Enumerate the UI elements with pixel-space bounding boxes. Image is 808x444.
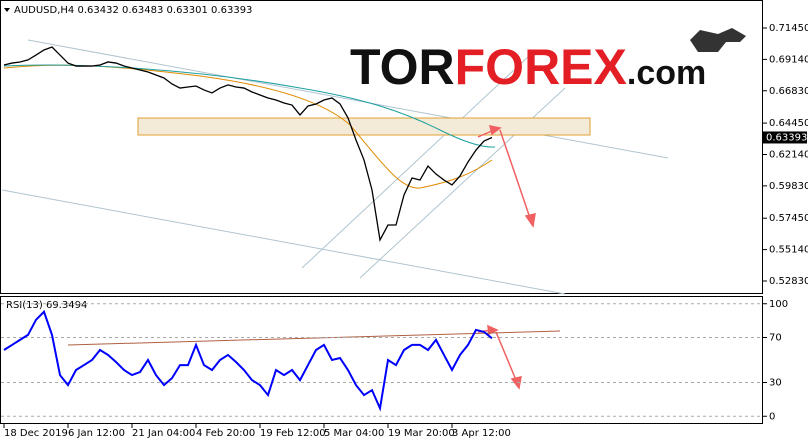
y-tick-label: 0.52830 [769,276,808,287]
x-tick-label: 19 Feb 12:00 [260,428,326,439]
y-tick-label: 0.71450 [769,23,808,34]
y-tick-label: 0 [769,411,775,422]
x-tick-label: 3 Apr 12:00 [452,428,511,439]
channel-line [1,189,566,295]
watermark: TORFOREX.com [350,39,706,95]
x-tick-label: 5 Mar 04:00 [324,428,384,439]
arrow-head [487,324,499,336]
y-tick-label: 70 [769,333,782,344]
x-tick-label: 18 Dec 2019 [4,428,68,439]
x-tick-label: 6 Jan 12:00 [68,428,125,439]
channel-line [27,39,669,159]
title-marker [4,8,10,12]
arrow [499,129,531,219]
y-tick-label: 0.64450 [769,118,808,129]
rsi-frame [0,296,763,424]
y-tick-label: 30 [769,378,782,389]
x-tick-label: 4 Feb 20:00 [196,428,255,439]
y-tick-label: 0.66830 [769,86,808,97]
resistance-zone [137,117,591,136]
arrow-head [488,125,502,136]
x-tick-label: 19 Mar 20:00 [388,428,455,439]
y-tick-label: 0.55140 [769,245,808,256]
price-frame [0,0,763,294]
moving-average [3,64,496,148]
price-label: 0.63393 [766,132,807,143]
series-line [3,46,493,242]
watermark-part: TOR [350,39,455,95]
y-tick-label: 0.69140 [769,54,808,65]
arrow-head [524,213,536,228]
arrow [495,331,517,381]
y-tick-label: 0.57450 [769,213,808,224]
series-line [3,309,493,412]
x-tick-label: 21 Jan 04:00 [132,428,195,439]
chart-title: AUDUSD,H4 0.63432 0.63483 0.63301 0.6339… [14,5,252,16]
y-tick-label: 0.59830 [769,181,808,192]
channel-line [301,54,531,269]
y-tick-label: 0.62140 [769,149,808,160]
y-tick-label: 100 [769,299,788,310]
bull-icon [690,28,746,52]
watermark-part: FOREX [455,39,627,95]
price-marker [763,131,807,144]
watermark-part: .com [627,54,706,92]
rsi-title: RSI(13) 69.3494 [6,300,87,311]
